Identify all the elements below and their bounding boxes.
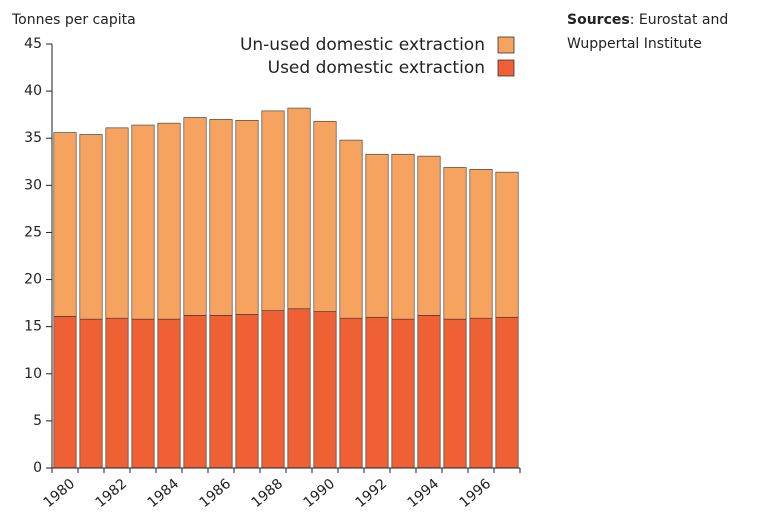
sources-text: : Eurostat and (630, 12, 729, 28)
y-tick-label: 5 (33, 413, 42, 429)
y-tick-label: 15 (24, 319, 42, 335)
bar-segment (339, 139, 363, 319)
sources-line: Wuppertal Institute (567, 36, 702, 52)
x-tick-label: 1982 (93, 476, 131, 511)
bar-segment (53, 316, 77, 469)
bar-segment (495, 171, 519, 318)
x-tick-label: 1984 (145, 476, 183, 511)
bar-segment (469, 317, 493, 469)
y-tick-label: 20 (24, 272, 42, 288)
bar-segment (183, 117, 207, 316)
y-tick-label: 10 (24, 366, 42, 382)
bar-segment (313, 311, 337, 469)
x-tick-label: 1994 (405, 476, 443, 511)
bar-segment (209, 119, 233, 316)
bar-segment (209, 315, 233, 469)
bar-segment (495, 316, 519, 469)
bar-segment (79, 134, 103, 320)
x-tick-label: 1992 (353, 476, 391, 511)
bar-segment (79, 318, 103, 469)
y-tick-label: 45 (24, 36, 42, 52)
bar-segment (313, 120, 337, 312)
bar-segment (157, 122, 181, 320)
bar-segment (105, 127, 129, 319)
legend-label: Un-used domestic extraction (240, 35, 485, 55)
bar-segment (417, 315, 441, 469)
legend-swatch (497, 59, 515, 77)
bar-segment (183, 315, 207, 469)
bar-segment (131, 318, 155, 469)
bar-segment (235, 120, 259, 315)
legend-swatch (497, 36, 515, 54)
bar-segment (53, 132, 77, 317)
y-tick-label: 0 (33, 460, 42, 476)
legend-label: Used domestic extraction (268, 58, 485, 78)
x-tick-label: 1990 (301, 476, 339, 511)
sources-label: Sources (567, 12, 630, 28)
bar-segment (105, 317, 129, 469)
bar-segment (365, 316, 389, 469)
bar-segment (131, 124, 155, 320)
bar-segment (365, 153, 389, 318)
y-tick-label: 30 (24, 177, 42, 193)
x-tick-label: 1980 (41, 476, 79, 511)
y-tick-label: 35 (24, 130, 42, 146)
bar-segment (417, 155, 441, 316)
y-tick-label: 40 (24, 83, 42, 99)
bar-segment (391, 153, 415, 320)
bar-segment (391, 318, 415, 469)
bar-segment (339, 317, 363, 469)
x-tick-label: 1988 (249, 476, 287, 511)
sources: Sources: Eurostat and (567, 12, 728, 28)
bar-segment (443, 167, 467, 320)
y-tick-label: 25 (24, 224, 42, 240)
bar-segment (261, 110, 285, 311)
bar-segment (157, 318, 181, 469)
y-axis-label: Tonnes per capita (11, 12, 136, 28)
x-tick-label: 1996 (457, 476, 495, 511)
bar-segment (287, 308, 311, 469)
bar-segment (235, 314, 259, 469)
bar-segment (287, 107, 311, 310)
bar-segment (469, 169, 493, 319)
bar-segment (443, 318, 467, 469)
x-tick-label: 1986 (197, 476, 235, 511)
bar-segment (261, 310, 285, 469)
